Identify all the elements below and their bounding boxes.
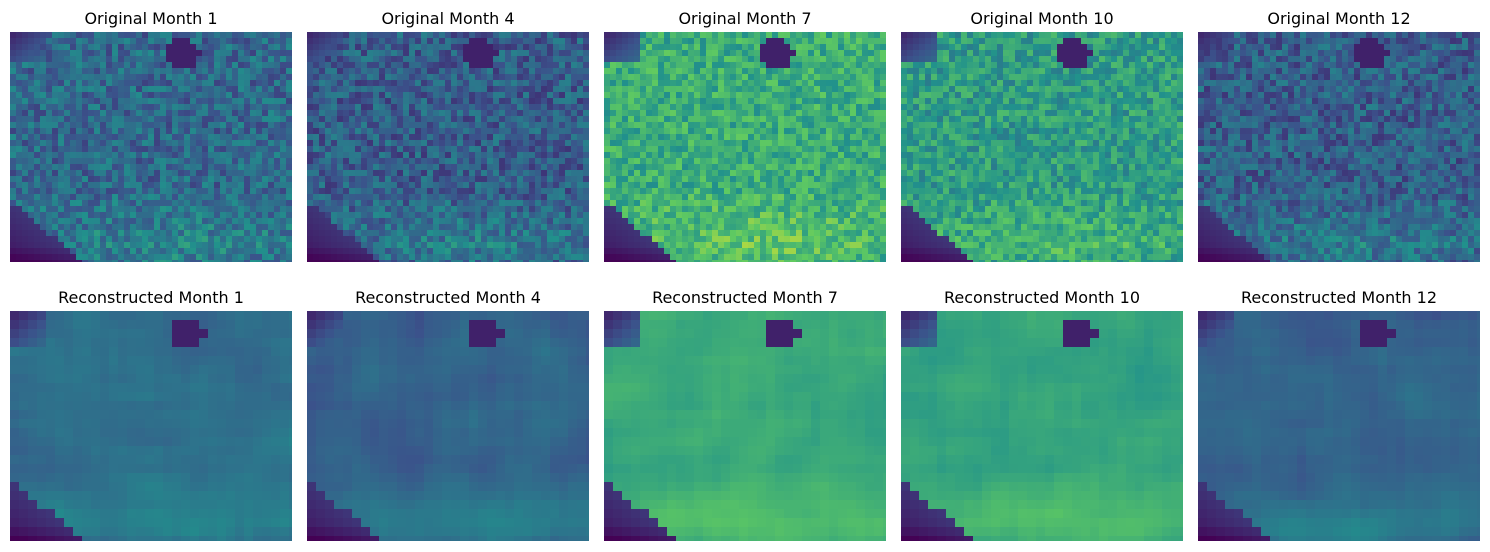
heatmap-cells (307, 32, 589, 262)
panel-title-original-10: Original Month 10 (970, 9, 1114, 28)
heatmap-original-7 (604, 32, 886, 262)
heatmap-original-1 (10, 32, 292, 262)
heatmap-cells (1198, 311, 1480, 541)
heatmap-reconstructed-1 (10, 311, 292, 541)
heatmap-cells (604, 311, 886, 541)
heatmap-cells (901, 32, 1183, 262)
panel-title-original-1: Original Month 1 (84, 9, 218, 28)
heatmap-original-10 (901, 32, 1183, 262)
panel-title-original-4: Original Month 4 (381, 9, 515, 28)
heatmap-reconstructed-4 (307, 311, 589, 541)
heatmap-cells (10, 311, 292, 541)
panel-title-reconstructed-10: Reconstructed Month 10 (943, 288, 1141, 307)
heatmap-reconstructed-10 (901, 311, 1183, 541)
heatmap-cells (10, 32, 292, 262)
heatmap-original-12 (1198, 32, 1480, 262)
heatmap-original-4 (307, 32, 589, 262)
panel-title-original-12: Original Month 12 (1267, 9, 1411, 28)
panel-title-reconstructed-4: Reconstructed Month 4 (355, 288, 541, 307)
heatmap-cells (1198, 32, 1480, 262)
panel-title-original-7: Original Month 7 (678, 9, 812, 28)
heatmap-reconstructed-7 (604, 311, 886, 541)
panel-title-reconstructed-1: Reconstructed Month 1 (58, 288, 244, 307)
heatmap-cells (901, 311, 1183, 541)
panel-title-reconstructed-7: Reconstructed Month 7 (652, 288, 838, 307)
panel-title-reconstructed-12: Reconstructed Month 12 (1240, 288, 1438, 307)
heatmap-cells (307, 311, 589, 541)
heatmap-cells (604, 32, 886, 262)
heatmap-reconstructed-12 (1198, 311, 1480, 541)
